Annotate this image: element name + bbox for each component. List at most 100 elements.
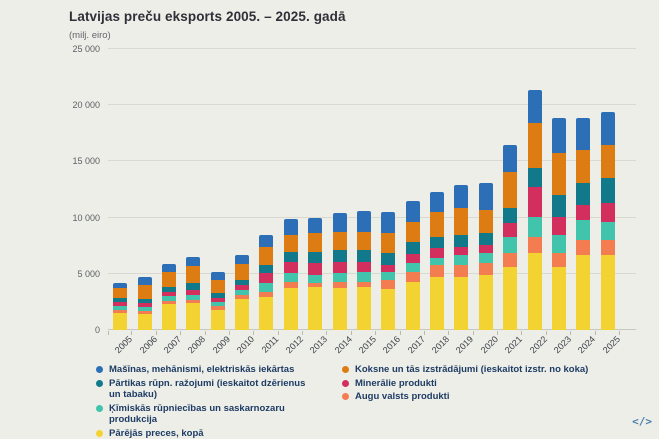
bar-segment[interactable] — [186, 266, 200, 283]
bar-segment[interactable] — [284, 282, 298, 289]
bar-segment[interactable] — [552, 195, 566, 217]
legend-item[interactable]: Minerālie produkti — [342, 378, 588, 390]
embed-code-icon[interactable]: </> — [632, 415, 652, 428]
bar-segment[interactable] — [284, 235, 298, 252]
bar-segment[interactable] — [381, 212, 395, 234]
bar-segment[interactable] — [381, 280, 395, 289]
bar-segment[interactable] — [259, 283, 273, 291]
bar-2017[interactable] — [406, 201, 420, 330]
bar-segment[interactable] — [211, 310, 225, 330]
bar-segment[interactable] — [259, 265, 273, 273]
bar-segment[interactable] — [284, 288, 298, 330]
bar-2014[interactable] — [333, 213, 347, 330]
bar-segment[interactable] — [284, 252, 298, 262]
bar-2011[interactable] — [259, 235, 273, 330]
bar-2008[interactable] — [186, 257, 200, 330]
bar-segment[interactable] — [333, 273, 347, 281]
bar-2007[interactable] — [162, 264, 176, 330]
bar-segment[interactable] — [308, 287, 322, 330]
bar-2012[interactable] — [284, 219, 298, 330]
bar-segment[interactable] — [162, 272, 176, 287]
bar-segment[interactable] — [138, 277, 152, 284]
bar-segment[interactable] — [528, 253, 542, 330]
bar-segment[interactable] — [211, 272, 225, 280]
bar-segment[interactable] — [528, 168, 542, 187]
bar-segment[interactable] — [454, 235, 468, 247]
bar-segment[interactable] — [357, 287, 371, 330]
bar-segment[interactable] — [528, 217, 542, 237]
bar-segment[interactable] — [430, 258, 444, 265]
bar-segment[interactable] — [454, 265, 468, 277]
bar-segment[interactable] — [162, 304, 176, 330]
bar-segment[interactable] — [430, 237, 444, 248]
bar-segment[interactable] — [186, 283, 200, 290]
bar-segment[interactable] — [503, 208, 517, 223]
bar-segment[interactable] — [259, 297, 273, 330]
bar-segment[interactable] — [186, 303, 200, 330]
bar-segment[interactable] — [259, 247, 273, 265]
bar-segment[interactable] — [308, 263, 322, 275]
bar-segment[interactable] — [186, 257, 200, 266]
bar-2018[interactable] — [430, 192, 444, 330]
bar-segment[interactable] — [235, 299, 249, 330]
bar-segment[interactable] — [576, 183, 590, 205]
bar-segment[interactable] — [211, 280, 225, 293]
bar-segment[interactable] — [503, 145, 517, 172]
bar-2025[interactable] — [601, 112, 615, 330]
bar-segment[interactable] — [552, 217, 566, 235]
bar-segment[interactable] — [503, 237, 517, 253]
bar-segment[interactable] — [528, 237, 542, 253]
bar-segment[interactable] — [381, 253, 395, 265]
bar-segment[interactable] — [381, 289, 395, 330]
bar-segment[interactable] — [528, 123, 542, 168]
bar-segment[interactable] — [528, 187, 542, 217]
bar-segment[interactable] — [552, 267, 566, 330]
bar-segment[interactable] — [454, 185, 468, 208]
bar-segment[interactable] — [430, 212, 444, 237]
bar-segment[interactable] — [601, 240, 615, 255]
bar-segment[interactable] — [479, 245, 493, 253]
bar-segment[interactable] — [552, 118, 566, 153]
bar-segment[interactable] — [454, 247, 468, 255]
bar-segment[interactable] — [601, 255, 615, 330]
bar-segment[interactable] — [357, 211, 371, 232]
bar-segment[interactable] — [576, 255, 590, 330]
bar-2009[interactable] — [211, 272, 225, 330]
legend-item[interactable]: Koksne un tās izstrādājumi (ieskaitot iz… — [342, 364, 588, 376]
bar-segment[interactable] — [503, 223, 517, 237]
bar-segment[interactable] — [406, 254, 420, 263]
bar-segment[interactable] — [601, 203, 615, 222]
bar-segment[interactable] — [430, 192, 444, 212]
bar-segment[interactable] — [308, 275, 322, 283]
bar-segment[interactable] — [259, 273, 273, 283]
bar-segment[interactable] — [576, 150, 590, 183]
legend-item[interactable]: Augu valsts produkti — [342, 391, 588, 403]
bar-2005[interactable] — [113, 283, 127, 330]
bar-segment[interactable] — [381, 233, 395, 253]
bar-segment[interactable] — [601, 145, 615, 178]
bar-segment[interactable] — [357, 272, 371, 282]
bar-segment[interactable] — [406, 263, 420, 272]
bar-2021[interactable] — [503, 145, 517, 330]
bar-segment[interactable] — [479, 253, 493, 263]
legend-item[interactable]: Ķīmiskās rūpniecības un saskarnozaru pro… — [96, 403, 318, 426]
bar-segment[interactable] — [454, 255, 468, 265]
bar-segment[interactable] — [601, 178, 615, 203]
bar-segment[interactable] — [113, 288, 127, 298]
bar-2006[interactable] — [138, 277, 152, 330]
bar-2023[interactable] — [552, 118, 566, 330]
bar-segment[interactable] — [454, 277, 468, 330]
bar-segment[interactable] — [308, 252, 322, 264]
bar-segment[interactable] — [406, 222, 420, 242]
bar-segment[interactable] — [333, 250, 347, 262]
bar-segment[interactable] — [357, 232, 371, 250]
bar-segment[interactable] — [479, 233, 493, 245]
bar-segment[interactable] — [503, 267, 517, 330]
bar-segment[interactable] — [552, 153, 566, 195]
bar-segment[interactable] — [479, 183, 493, 210]
bar-segment[interactable] — [308, 233, 322, 251]
bar-segment[interactable] — [333, 282, 347, 289]
bar-segment[interactable] — [284, 273, 298, 281]
bar-segment[interactable] — [259, 235, 273, 247]
bar-segment[interactable] — [528, 90, 542, 123]
